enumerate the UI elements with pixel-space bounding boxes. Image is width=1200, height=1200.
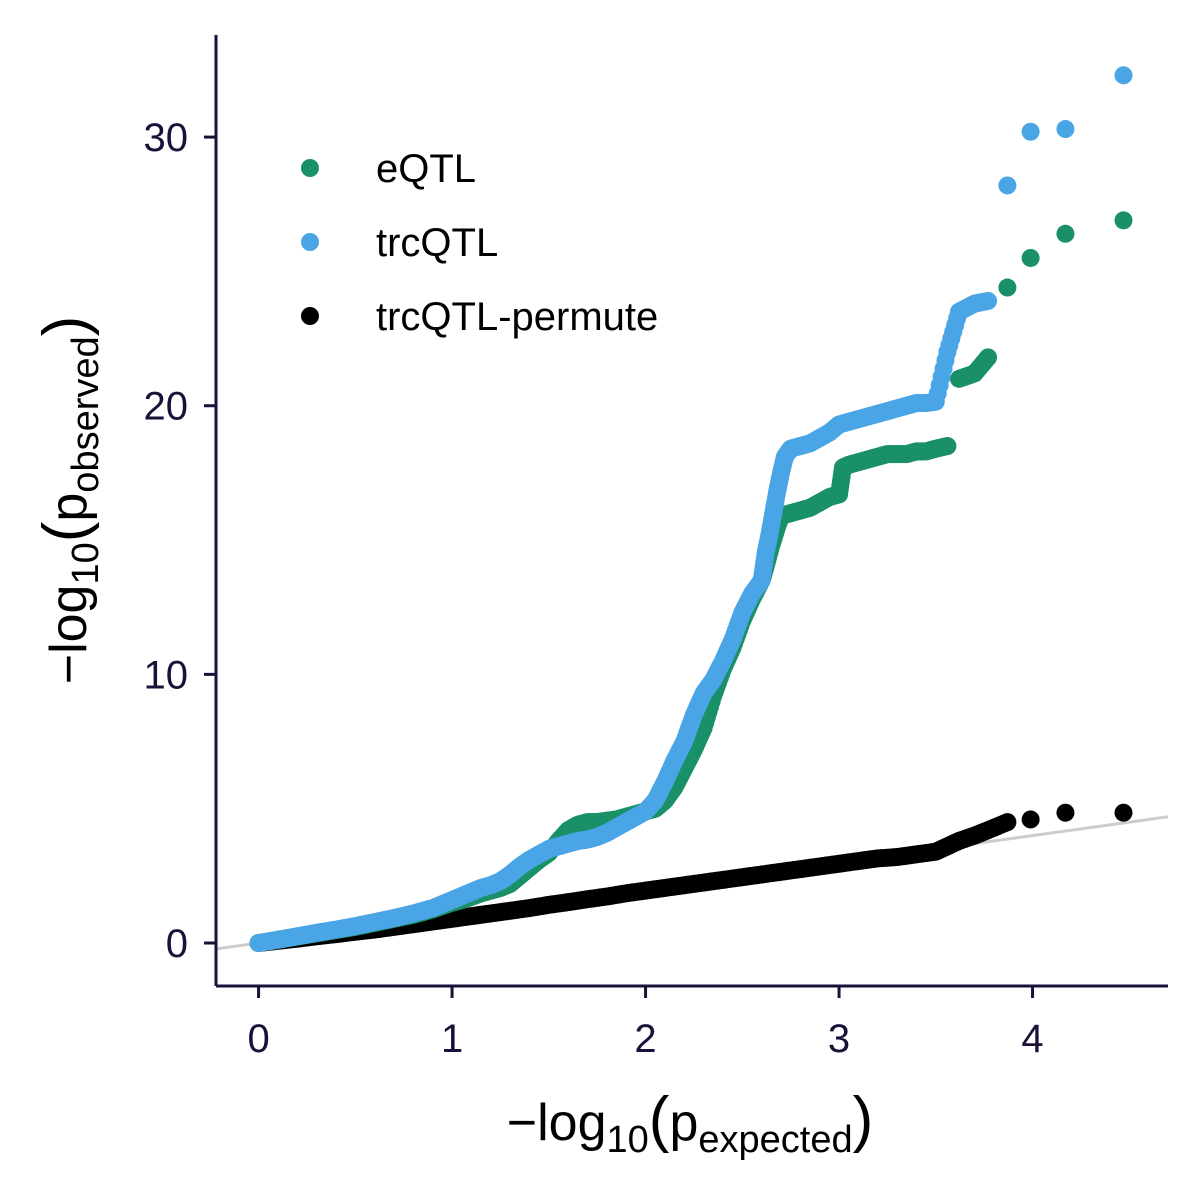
y-tick-label: 10 <box>144 653 189 697</box>
svg-text:−log10(pexpected): −log10(pexpected) <box>507 1085 874 1161</box>
x-tick-label: 0 <box>247 1017 269 1061</box>
legend-marker-trcqtl <box>301 233 319 251</box>
legend: eQTL trcQTL trcQTL-permute <box>301 147 658 339</box>
y-axis-title-prefix: −log <box>40 585 98 685</box>
legend-marker-trcqtl-permute <box>301 307 319 325</box>
x-axis-title-open: ( <box>649 1085 670 1154</box>
series-trcqtl <box>249 66 1133 953</box>
x-axis-title-var: p <box>669 1094 698 1152</box>
point <box>979 348 998 367</box>
point <box>938 437 957 456</box>
point <box>998 813 1017 832</box>
legend-marker-eqtl <box>301 159 319 177</box>
y-axis-title-sub: observed <box>65 336 107 492</box>
x-tick-label: 1 <box>441 1017 463 1061</box>
legend-label-trcqtl: trcQTL <box>376 221 498 265</box>
point <box>998 176 1017 195</box>
x-axis-title-base: 10 <box>607 1119 649 1161</box>
y-tick-label: 0 <box>166 922 188 966</box>
point <box>1056 224 1075 243</box>
point <box>1056 803 1075 822</box>
point <box>1114 211 1133 230</box>
point <box>1021 122 1040 141</box>
x-axis-title-sub: expected <box>698 1119 852 1161</box>
y-tick-label: 20 <box>144 385 189 429</box>
point <box>1056 120 1075 139</box>
point <box>1021 810 1040 829</box>
x-tick-label: 2 <box>634 1017 656 1061</box>
x-axis-title: −log10(pexpected) <box>507 1085 874 1161</box>
y-tick-label: 30 <box>144 116 189 160</box>
x-axis-title-prefix: −log <box>507 1094 607 1152</box>
point <box>1114 803 1133 822</box>
point <box>998 278 1017 297</box>
point <box>979 291 998 310</box>
y-axis-title-var: p <box>40 493 98 522</box>
y-axis-title-base: 10 <box>65 542 107 584</box>
y-axis-title-open: ( <box>31 521 100 542</box>
point <box>1021 248 1040 267</box>
legend-label-trcqtl-permute: trcQTL-permute <box>376 295 658 339</box>
y-axis-title: −log10(pobserved) <box>31 316 107 685</box>
x-tick-label: 3 <box>828 1017 850 1061</box>
x-tick-label: 4 <box>1021 1017 1043 1061</box>
legend-label-eqtl: eQTL <box>376 147 476 191</box>
y-axis-title-close: ) <box>31 316 100 337</box>
point <box>1114 66 1133 85</box>
svg-text:−log10(pobserved): −log10(pobserved) <box>31 316 107 685</box>
x-axis-title-close: ) <box>853 1085 874 1154</box>
